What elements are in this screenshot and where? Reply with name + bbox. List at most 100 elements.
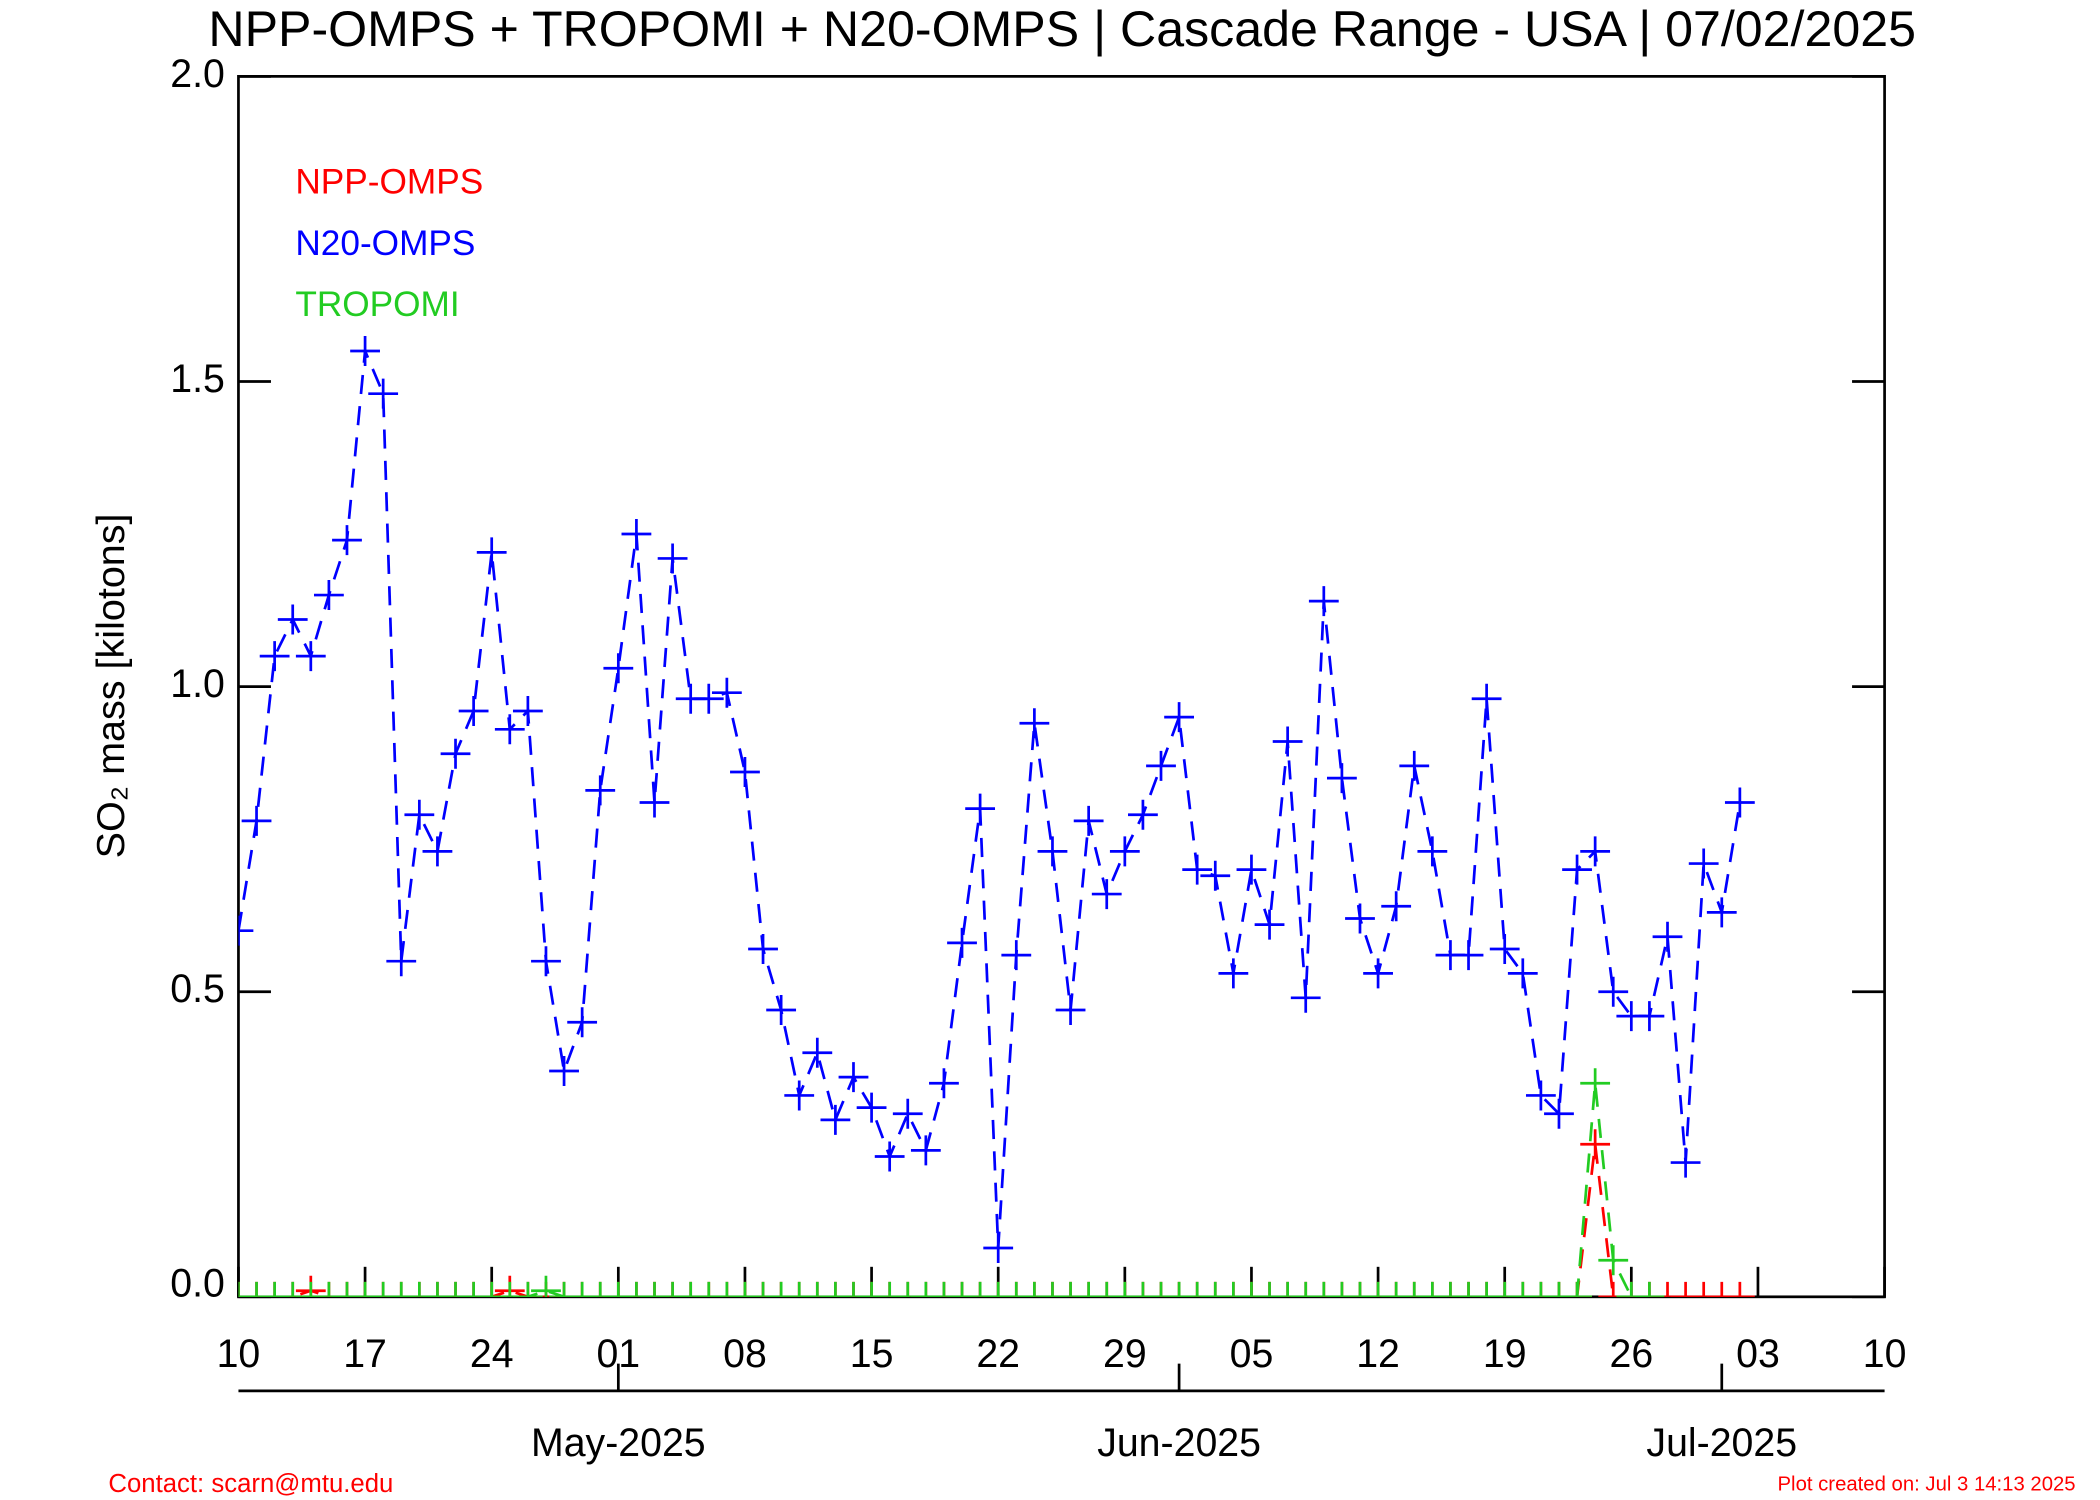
data-point (1055, 995, 1086, 1026)
data-point (1236, 1281, 1267, 1297)
data-point (1706, 897, 1737, 928)
data-point (1417, 836, 1448, 867)
x-tick-label: 10 (1863, 1332, 1907, 1376)
data-point (1073, 805, 1104, 836)
data-point (332, 525, 362, 556)
data-point (1326, 1281, 1357, 1297)
chart-title: NPP-OMPS + TROPOMI + N20-OMPS | Cascade … (208, 0, 1916, 57)
x-tick-label: 12 (1356, 1332, 1400, 1376)
data-point (259, 1281, 290, 1297)
data-point (585, 775, 616, 806)
data-point (1272, 726, 1303, 757)
x-tick-label: 03 (1736, 1332, 1780, 1376)
data-point (1507, 958, 1538, 989)
data-point (1489, 1281, 1520, 1297)
data-point (1652, 921, 1683, 952)
data-point (874, 1281, 905, 1297)
data-point (1290, 982, 1321, 1013)
data-point (1128, 799, 1158, 830)
data-point (1562, 1281, 1592, 1297)
data-point (856, 1092, 887, 1123)
data-point (820, 1281, 851, 1297)
data-point (929, 1281, 959, 1297)
data-point (1399, 1281, 1430, 1297)
data-point (1019, 708, 1050, 739)
data-point (476, 537, 507, 568)
data-point (748, 1281, 778, 1297)
data-point (1580, 1068, 1611, 1099)
data-point (1055, 1281, 1086, 1297)
data-point (838, 1062, 869, 1093)
data-point (1471, 683, 1502, 714)
data-point (730, 757, 760, 788)
data-point (1381, 1281, 1412, 1297)
data-point (1363, 958, 1393, 989)
y-tick-label: 0.5 (170, 967, 225, 1011)
data-point (1544, 1281, 1574, 1297)
data-point (1037, 1281, 1068, 1297)
data-point (1544, 1098, 1574, 1129)
data-point (1200, 860, 1231, 891)
x-tick-label: 15 (850, 1332, 894, 1376)
data-point (730, 1281, 760, 1297)
data-point (1308, 586, 1339, 617)
data-point (295, 641, 326, 672)
data-point (1109, 836, 1140, 867)
plot-area (238, 335, 1755, 1297)
data-point (1616, 1281, 1647, 1297)
data-point (1580, 836, 1611, 867)
data-point (1200, 1281, 1231, 1297)
y-tick-label: 0.0 (170, 1261, 225, 1305)
data-point (1254, 909, 1285, 940)
data-point (621, 519, 652, 550)
data-point (965, 793, 996, 824)
data-point (1634, 1281, 1665, 1297)
data-point (1598, 1245, 1629, 1276)
data-point (657, 1281, 688, 1297)
data-point (1688, 1281, 1719, 1297)
data-point (1453, 940, 1484, 971)
data-point (1417, 1281, 1448, 1297)
data-point (748, 933, 778, 964)
data-point (1308, 1281, 1339, 1297)
data-point (1652, 1281, 1683, 1297)
legend-entry: NPP-OMPS (295, 162, 483, 201)
data-point (766, 1281, 797, 1297)
data-point (1706, 1281, 1737, 1297)
data-point (639, 787, 670, 818)
data-point (277, 1281, 308, 1297)
data-point (404, 799, 435, 830)
data-point (313, 580, 344, 611)
data-point (476, 1281, 507, 1297)
legend-entry: N20-OMPS (295, 224, 475, 263)
data-point (1670, 1147, 1701, 1178)
data-point (585, 1281, 616, 1297)
x-tick-label: 22 (976, 1332, 1020, 1376)
data-point (1724, 1281, 1755, 1297)
data-point (910, 1281, 941, 1297)
y-tick-label: 1.5 (170, 357, 225, 401)
data-point (1001, 1281, 1032, 1297)
x-tick-label: 05 (1230, 1332, 1274, 1376)
data-point (1326, 763, 1357, 794)
contact: Contact: scarn@mtu.edu (108, 1470, 393, 1498)
data-point (874, 1141, 905, 1172)
data-point (238, 915, 254, 946)
data-point (458, 1281, 489, 1297)
data-point (1489, 933, 1520, 964)
data-point (1091, 879, 1122, 910)
data-point (1001, 940, 1032, 971)
data-point (440, 738, 471, 769)
data-point (386, 946, 417, 977)
data-point (1146, 1281, 1176, 1297)
data-point (350, 1281, 380, 1297)
data-point (621, 1281, 652, 1297)
data-point (1435, 1281, 1466, 1297)
data-point (567, 1007, 598, 1038)
data-point (983, 1281, 1014, 1297)
created-note: Plot created on: Jul 3 14:13 2025 (1778, 1473, 2076, 1495)
data-point (820, 1104, 851, 1135)
data-point (404, 1281, 435, 1297)
